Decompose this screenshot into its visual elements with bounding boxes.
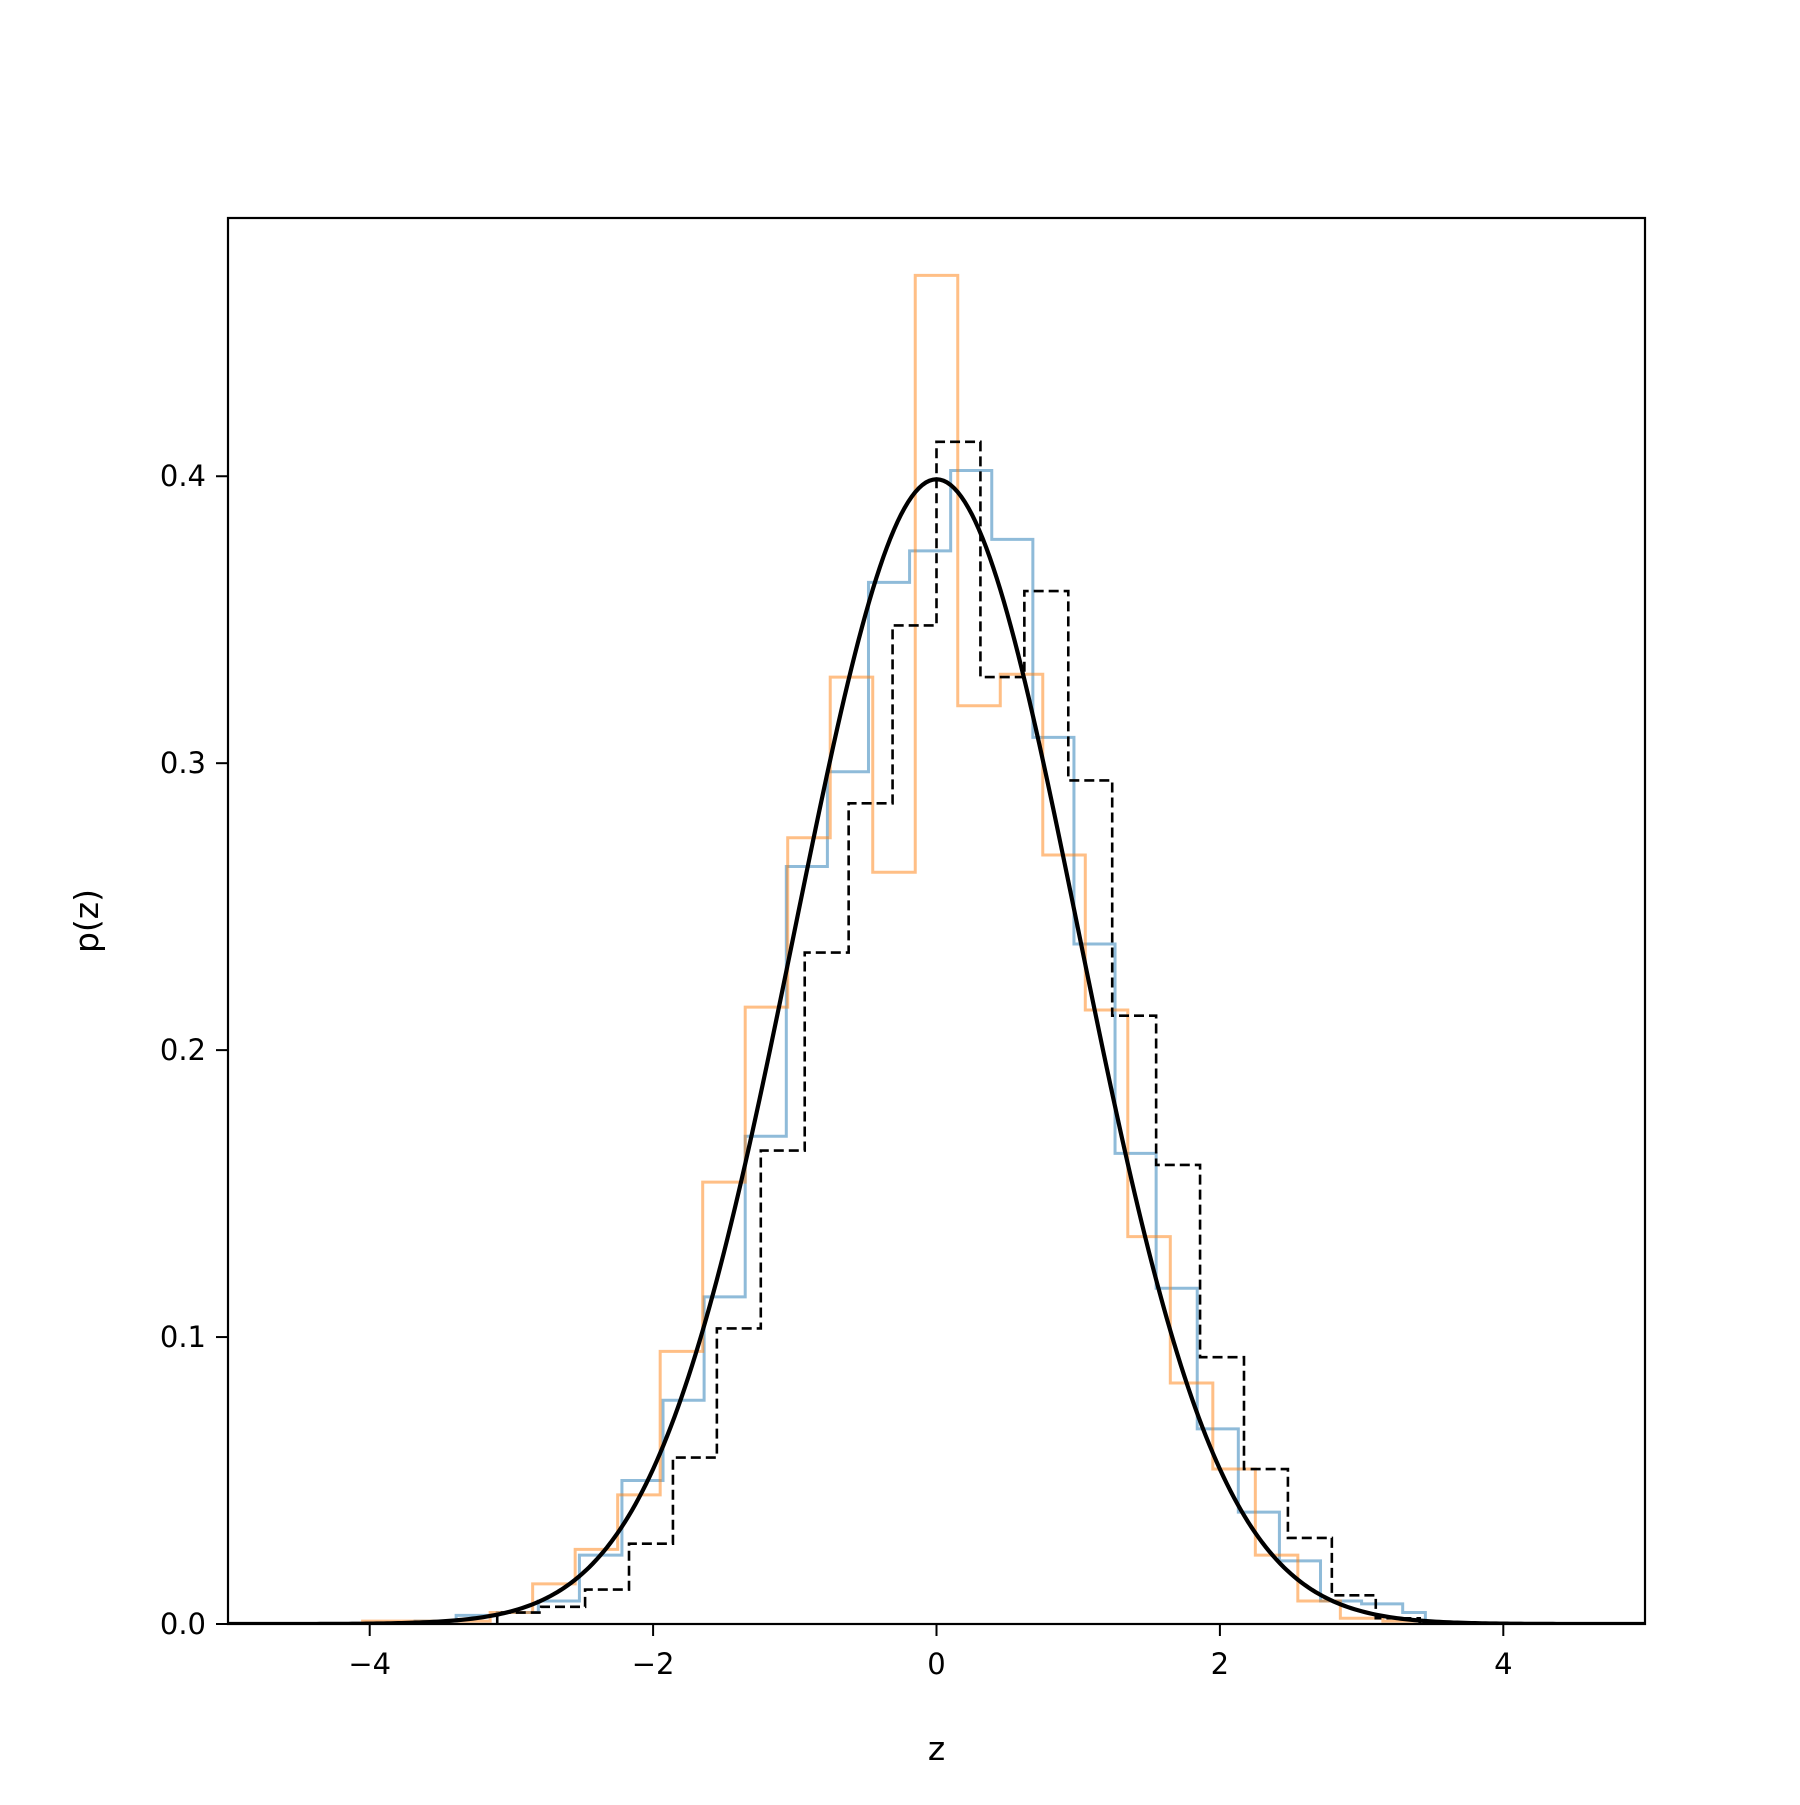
- plot-area: [228, 273, 1645, 1624]
- histogram-bin: [1115, 1153, 1156, 1624]
- histogram-bin: [1298, 1601, 1341, 1624]
- histogram-bin: [1085, 1010, 1128, 1624]
- histogram-bin: [704, 1297, 745, 1624]
- histogram-bin: [1197, 1429, 1238, 1624]
- histogram-bin: [1156, 1165, 1200, 1624]
- x-tick-label: −2: [632, 1647, 675, 1681]
- histogram-outline-1: [413, 469, 1427, 1624]
- x-tick-label: 4: [1494, 1647, 1512, 1681]
- histogram-bin: [958, 706, 1001, 1624]
- histogram-series-1: [413, 469, 1427, 1624]
- histogram-bin: [1213, 1469, 1256, 1624]
- axes: −4 −2 0 2 4 0.0 0.1 0.2 0.3 0.4: [160, 216, 1647, 1681]
- histogram-bin: [717, 1328, 761, 1624]
- y-axis-label: p(z): [67, 889, 106, 953]
- histogram-bin: [745, 1136, 786, 1624]
- histogram-bin: [585, 1590, 629, 1624]
- histogram-bin: [1043, 855, 1086, 1624]
- axes-frame: [226, 216, 1647, 1626]
- histogram-series-2: [361, 273, 1427, 1624]
- histogram-bin: [805, 953, 849, 1624]
- histogram-bin: [980, 677, 1024, 1624]
- histogram-bin: [1024, 591, 1068, 1624]
- histogram-bin: [1112, 1016, 1156, 1624]
- histogram-bin: [873, 872, 916, 1624]
- histogram-bin: [1074, 944, 1115, 1624]
- histogram-series-3: [495, 440, 1421, 1624]
- y-tick-label: 0.4: [160, 459, 206, 493]
- histogram-bin: [1170, 1383, 1213, 1624]
- y-tick-label: 0.0: [160, 1607, 206, 1641]
- histogram-bin: [761, 1151, 805, 1624]
- x-tick-label: 0: [927, 1647, 945, 1681]
- x-tick-label: 2: [1211, 1647, 1229, 1681]
- histogram-bin: [827, 772, 868, 1624]
- histogram-bin: [868, 582, 909, 1624]
- histogram-bin: [1128, 1237, 1171, 1624]
- histogram-bin: [1000, 674, 1043, 1624]
- y-tick-label: 0.2: [160, 1033, 206, 1067]
- histogram-bin: [786, 866, 827, 1624]
- histogram-bin: [788, 838, 831, 1624]
- histogram-bin: [1255, 1555, 1298, 1624]
- histogram-bin: [673, 1458, 717, 1624]
- y-tick-label: 0.3: [160, 746, 206, 780]
- normal-pdf-curve: [228, 477, 1645, 1624]
- histogram-bin: [541, 1607, 585, 1624]
- histogram-bin: [830, 677, 873, 1624]
- x-tick-label: −4: [348, 1647, 391, 1681]
- histogram-bin: [538, 1601, 579, 1624]
- histogram-bin: [1238, 1512, 1279, 1624]
- histogram-bin: [618, 1495, 661, 1624]
- histogram-bin: [992, 539, 1033, 1624]
- histogram-bin: [849, 803, 893, 1624]
- histogram-bin: [745, 1007, 788, 1624]
- histogram-bin: [1288, 1538, 1332, 1624]
- histogram-outline-2: [361, 273, 1427, 1624]
- histogram-bin: [629, 1544, 673, 1624]
- histogram-outline-3: [495, 440, 1421, 1624]
- x-axis-label: z: [928, 1729, 945, 1768]
- y-tick-label: 0.1: [160, 1320, 206, 1354]
- histogram-bin: [1156, 1288, 1197, 1624]
